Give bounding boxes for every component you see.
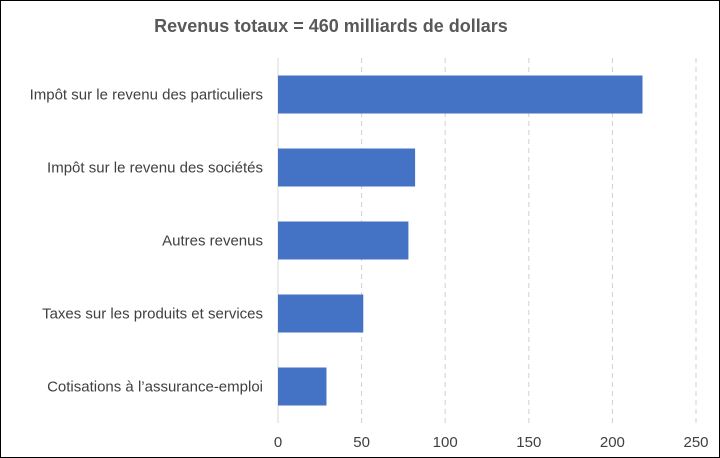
x-tick-label-200: 200 bbox=[600, 434, 625, 451]
category-label-4: Taxes sur les produits et services bbox=[42, 306, 263, 323]
bar-1 bbox=[278, 75, 643, 114]
category-label-5: Cotisations à l’assurance-emploi bbox=[47, 379, 263, 396]
category-label-3: Autres revenus bbox=[162, 233, 263, 250]
bar-2 bbox=[278, 148, 416, 187]
x-tick-label-0: 0 bbox=[274, 434, 282, 451]
chart-title: Revenus totaux = 460 milliards de dollar… bbox=[154, 16, 508, 36]
category-label-1: Impôt sur le revenu des particuliers bbox=[30, 87, 263, 104]
x-tick-label-250: 250 bbox=[683, 434, 708, 451]
bar-3 bbox=[278, 221, 409, 260]
bar-5 bbox=[278, 367, 327, 406]
bar-4 bbox=[278, 294, 364, 333]
category-label-2: Impôt sur le revenu des sociétés bbox=[47, 160, 263, 177]
x-tick-label-100: 100 bbox=[433, 434, 458, 451]
x-tick-label-50: 50 bbox=[353, 434, 370, 451]
x-tick-label-150: 150 bbox=[516, 434, 541, 451]
